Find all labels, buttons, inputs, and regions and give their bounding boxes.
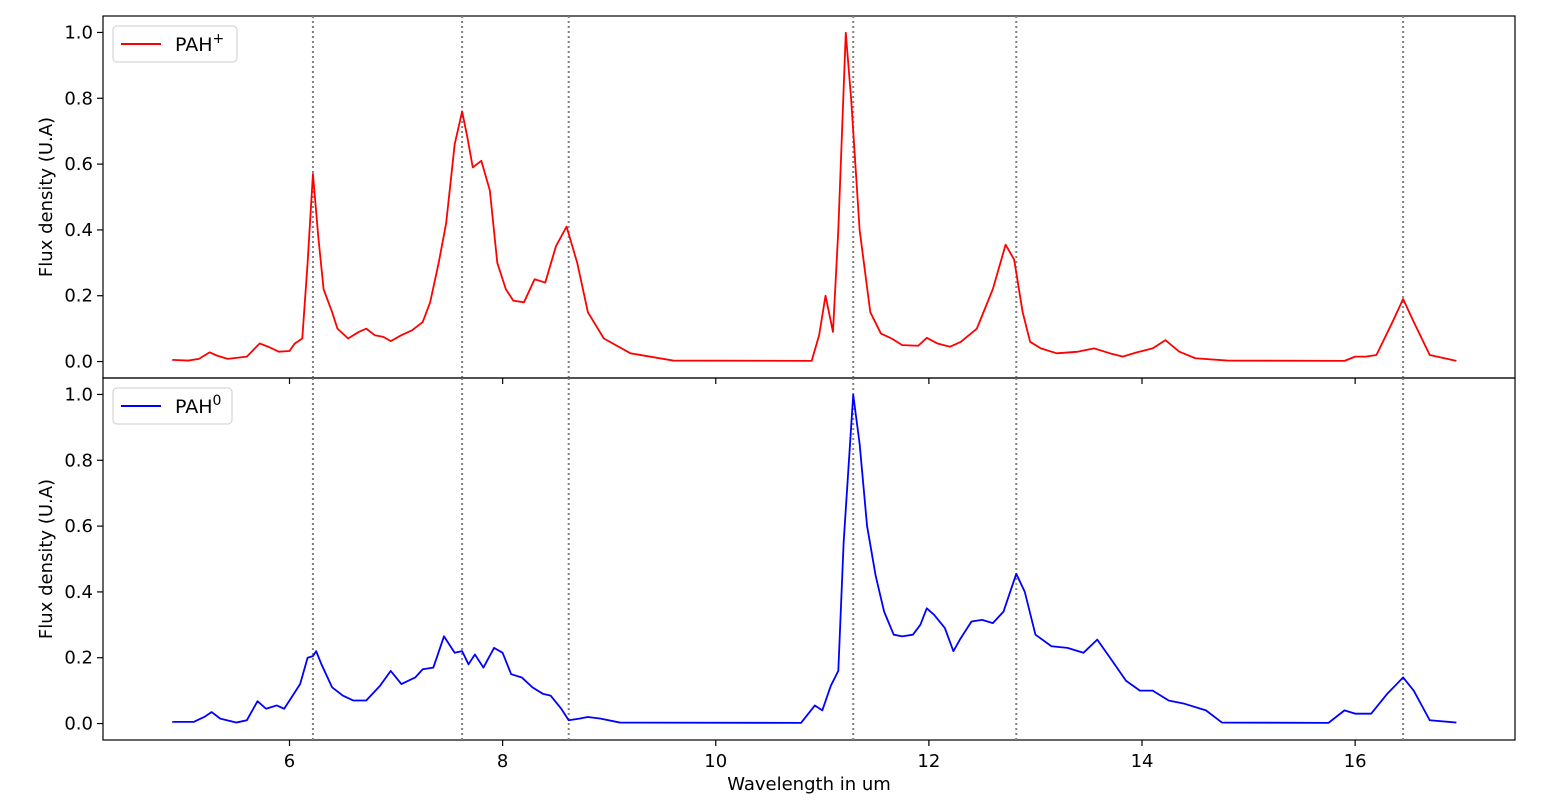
y-tick-label: 1.0 [64,22,93,43]
y-tick-label: 0.8 [64,88,93,109]
y-tick-label: 0.2 [64,286,93,307]
x-tick-label: 6 [284,751,295,772]
y-axis-label: Flux density (U.A) [36,479,57,639]
y-tick-label: 0.6 [64,516,93,537]
series-line-pah0 [172,393,1457,724]
series-line-pah [172,31,1457,362]
y-tick-label: 0.4 [64,582,93,603]
bottom-panel: 0.0 0.2 0.4 0.6 0.8 1.0 6 8 10 12 14 16 Flux density… [36,377,1516,772]
y-tick-label: 0.8 [64,450,93,471]
y-tick-label: 0.4 [64,220,93,241]
legend: PAH0 [112,387,233,425]
y-axis-label: Flux density (U.A) [36,117,57,277]
plot-frame [102,377,1516,741]
legend-label: PAH+ [175,31,224,56]
top-panel: 0.0 0.2 0.4 0.6 0.8 1.0 Flux density (U.A) PAH+ [36,15,1516,384]
y-tick-label: 0.0 [64,352,93,373]
x-tick-label: 12 [917,751,940,772]
y-tick-label: 0.0 [64,714,93,735]
x-tick-label: 10 [704,751,727,772]
legend: PAH+ [112,25,238,63]
y-tick-label: 0.6 [64,154,93,175]
x-axis-label: Wavelength in um [727,774,891,795]
y-tick-label: 1.0 [64,384,93,405]
y-tick-label: 0.2 [64,648,93,669]
x-tick-label: 16 [1344,751,1367,772]
x-tick-label: 14 [1131,751,1154,772]
x-tick-label: 8 [497,751,508,772]
legend-label: PAH0 [175,393,221,418]
